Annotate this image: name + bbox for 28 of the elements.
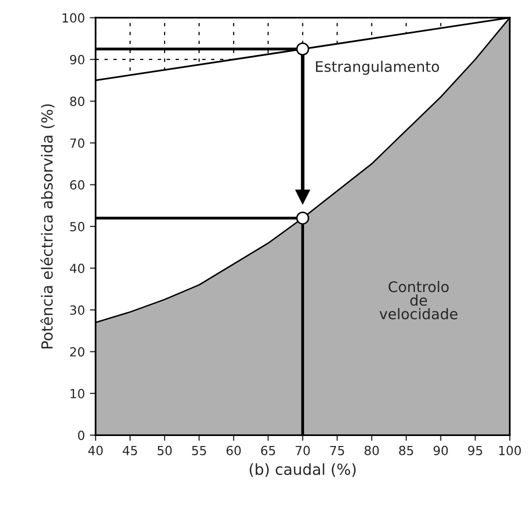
x-tick-label: 70 xyxy=(296,446,310,456)
annotation: Controlo de velocidade xyxy=(380,280,458,320)
x-tick-label: 95 xyxy=(468,446,482,456)
x-tick-label: 75 xyxy=(330,446,344,456)
y-tick-label: 90 xyxy=(70,54,84,64)
y-tick-label: 10 xyxy=(70,388,84,398)
annotation: Estrangulamento xyxy=(316,60,440,75)
y-tick-label: 30 xyxy=(70,305,84,315)
x-tick-label: 60 xyxy=(226,446,241,456)
y-tick-label: 20 xyxy=(70,347,84,357)
y-axis-title: Potência eléctrica absorvida (%) xyxy=(40,104,55,348)
y-tick-label: 100 xyxy=(62,13,84,23)
y-tick-label: 40 xyxy=(70,264,84,274)
y-tick-label: 80 xyxy=(70,96,84,106)
x-tick-label: 40 xyxy=(88,446,103,456)
x-tick-label: 90 xyxy=(434,446,448,456)
x-tick-label: 80 xyxy=(364,446,379,456)
y-tick-label: 60 xyxy=(70,180,84,190)
x-axis-title: (b) caudal (%) xyxy=(250,463,356,477)
y-tick-label: 70 xyxy=(70,138,84,148)
x-tick-label: 45 xyxy=(122,446,137,456)
x-tick-label: 100 xyxy=(499,446,521,456)
x-tick-label: 50 xyxy=(158,446,172,456)
x-tick-label: 65 xyxy=(261,446,276,456)
y-tick-label: 0 xyxy=(78,430,84,440)
x-tick-label: 55 xyxy=(192,446,206,456)
x-tick-label: 85 xyxy=(399,446,414,456)
y-tick-label: 50 xyxy=(70,222,84,232)
